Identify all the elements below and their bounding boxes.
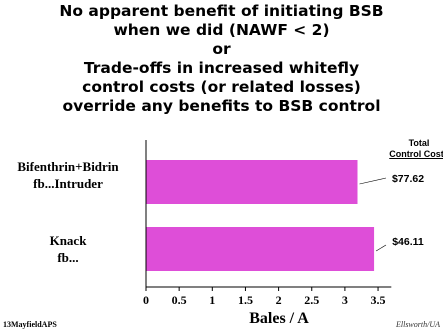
- x-tick-label: 1: [209, 293, 215, 307]
- x-tick-label: 3: [342, 293, 348, 307]
- x-tick-label: 1.5: [238, 293, 253, 307]
- category-label-line: Knack: [49, 233, 87, 248]
- x-tick-label: 2.5: [304, 293, 319, 307]
- slide-title: No apparent benefit of initiating BSB wh…: [0, 2, 443, 116]
- category-label-line: Bifenthrin+Bidrin: [17, 159, 119, 174]
- x-axis-title: Bales / A: [249, 310, 309, 327]
- cost-label-knack: $46.11: [392, 236, 424, 248]
- category-label-line: fb...Intruder: [33, 176, 103, 191]
- x-tick-label: 2: [276, 293, 282, 307]
- title-line: Trade-offs in increased whitefly: [83, 59, 360, 77]
- leader-line: [375, 244, 387, 252]
- footer-author: Ellsworth/UA: [395, 320, 440, 329]
- side-header-line1: Total: [408, 138, 430, 148]
- title-line: control costs (or related losses): [82, 78, 361, 96]
- title-line: or: [212, 40, 231, 58]
- title-line: when we did (NAWF < 2): [113, 21, 330, 39]
- title-line: override any benefits to BSB control: [62, 97, 381, 115]
- category-label-bifenthrin: Bifenthrin+Bidrin fb...Intruder: [2, 158, 134, 192]
- x-tick-label: 0: [143, 293, 149, 307]
- x-tick-label: 0.5: [172, 293, 187, 307]
- leader-line: [359, 177, 387, 185]
- category-label-knack: Knack fb...: [2, 232, 134, 266]
- title-line: No apparent benefit of initiating BSB: [59, 2, 384, 20]
- category-label-line: fb...: [57, 250, 79, 265]
- bar: [146, 160, 358, 204]
- footer-source-code: 13MayfieldAPS: [3, 320, 57, 329]
- side-header-line2: Control Costs: [389, 149, 443, 159]
- x-tick-label: 3.5: [371, 293, 386, 307]
- bar: [146, 227, 375, 271]
- cost-label-bifenthrin: $77.62: [391, 173, 425, 185]
- total-control-costs-header: Total Control Costs: [386, 138, 443, 160]
